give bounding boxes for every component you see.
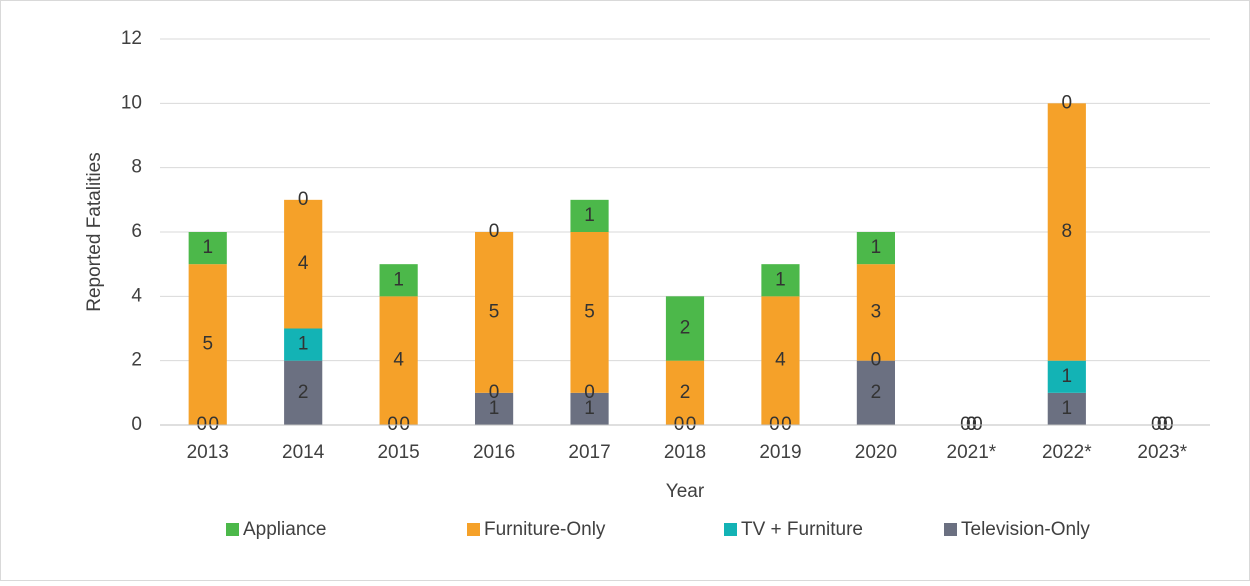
- data-label: 2: [871, 382, 882, 403]
- data-label: 4: [298, 253, 309, 274]
- bar-segment: [1047, 392, 1086, 425]
- x-tick-label: 2015: [377, 442, 419, 463]
- data-label: 2: [680, 318, 691, 339]
- y-tick-label: 12: [121, 28, 142, 49]
- data-label: 0: [489, 382, 500, 403]
- x-tick-label: 2017: [568, 442, 610, 463]
- data-label: 5: [584, 301, 595, 322]
- y-tick-label: 0: [131, 414, 142, 435]
- legend-swatch: [724, 523, 737, 536]
- data-label: 1: [775, 269, 786, 290]
- bar-segment: [856, 360, 895, 425]
- bar-segment: [856, 264, 895, 361]
- data-label: 1: [1062, 398, 1073, 419]
- bar-segment: [284, 199, 323, 329]
- legend-swatch: [467, 523, 480, 536]
- data-label: 1: [584, 398, 595, 419]
- x-tick-label: 2013: [187, 442, 229, 463]
- data-label: 1: [202, 237, 213, 258]
- legend-label: Television-Only: [961, 519, 1090, 540]
- data-label: 0: [584, 382, 595, 403]
- bar-segment: [379, 264, 418, 297]
- bar-segment: [284, 328, 323, 361]
- bar-segment: [188, 232, 227, 265]
- data-label: 1: [393, 269, 404, 290]
- legend-swatch: [226, 523, 239, 536]
- data-label: 1: [1062, 366, 1073, 387]
- data-label: 2: [680, 382, 691, 403]
- data-label: 1: [871, 237, 882, 258]
- y-tick-label: 4: [131, 285, 142, 306]
- bar-segment: [570, 199, 609, 232]
- data-label: 5: [202, 334, 213, 355]
- legend-label: Appliance: [243, 519, 326, 540]
- x-axis-title: Year: [666, 481, 705, 502]
- x-tick-label: 2021*: [947, 442, 997, 463]
- x-tick-label: 2016: [473, 442, 515, 463]
- data-label: 1: [584, 205, 595, 226]
- y-tick-label: 10: [121, 92, 142, 113]
- bar-segment: [761, 264, 800, 297]
- bar-segment: [475, 392, 514, 425]
- data-label: 1: [489, 398, 500, 419]
- data-label: 2: [298, 382, 309, 403]
- bar-segment: [761, 296, 800, 425]
- x-tick-label: 2022*: [1042, 442, 1092, 463]
- bar-segment: [475, 232, 514, 393]
- data-label: 4: [775, 350, 786, 371]
- bar-segment: [665, 296, 705, 361]
- data-label: 0: [1062, 92, 1073, 113]
- legend-label: TV + Furniture: [741, 519, 863, 540]
- y-tick-label: 6: [131, 221, 142, 242]
- bar-segment: [856, 232, 895, 265]
- legend-swatch: [944, 523, 957, 536]
- bar-segment: [1047, 103, 1086, 361]
- data-label: 0: [298, 189, 309, 210]
- x-tick-label: 2020: [855, 442, 897, 463]
- x-tick-label: 2019: [759, 442, 801, 463]
- data-label: 5: [489, 301, 500, 322]
- data-label: 0: [489, 221, 500, 242]
- bar-segment: [379, 296, 418, 425]
- x-tick-label: 2023*: [1137, 442, 1187, 463]
- bar-segment: [570, 392, 609, 425]
- bar-segment: [1047, 360, 1086, 393]
- y-tick-label: 8: [131, 157, 142, 178]
- data-label: 3: [871, 301, 882, 322]
- data-label: 8: [1062, 221, 1073, 242]
- y-tick-label: 2: [131, 350, 142, 371]
- data-label: 1: [298, 334, 309, 355]
- bar-segment: [188, 264, 227, 425]
- data-label: 4: [393, 350, 404, 371]
- bar-segment: [284, 360, 323, 425]
- y-axis-title: Reported Fatalities: [84, 152, 105, 311]
- legend-label: Furniture-Only: [484, 519, 606, 540]
- bar-segment: [570, 232, 609, 393]
- x-tick-label: 2014: [282, 442, 325, 463]
- x-tick-label: 2018: [664, 442, 706, 463]
- data-label: 0: [871, 350, 882, 371]
- bar-segment: [665, 360, 705, 425]
